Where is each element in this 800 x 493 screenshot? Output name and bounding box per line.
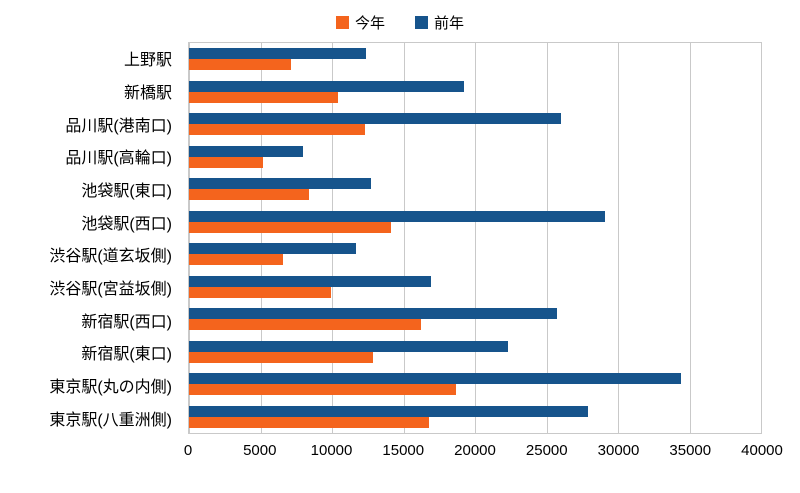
bar-今年 [189, 221, 391, 233]
category-label: 上野駅 [123, 52, 172, 70]
legend-label: 今年 [354, 15, 385, 32]
category-label: 品川駅(高輪口) [65, 150, 172, 168]
bar-今年 [189, 156, 264, 168]
bar-今年 [189, 384, 457, 396]
bar-今年 [189, 416, 430, 428]
category-label: 新橋駅 [123, 85, 172, 102]
category-label: 東京駅(八重洲側) [49, 411, 172, 429]
bar-group [189, 271, 761, 304]
category-label: 渋谷駅(宮益坂側) [49, 281, 172, 299]
gridline [403, 43, 405, 433]
gridline [689, 43, 691, 433]
bar-前年 [189, 210, 606, 222]
gridline [332, 43, 333, 433]
bar-前年 [189, 178, 371, 190]
bar-今年 [189, 91, 338, 103]
legend-label: 前年 [434, 15, 465, 32]
x-tick-label: 40000 [741, 442, 783, 459]
x-tick-label: 15000 [382, 442, 425, 459]
x-tick-label: 35000 [669, 442, 712, 459]
bar-前年 [189, 405, 588, 417]
bar-group [189, 336, 761, 369]
bar-group [189, 238, 761, 271]
x-tick-label: 20000 [454, 442, 496, 459]
gridline [546, 43, 548, 433]
bar-今年 [189, 124, 365, 136]
category-label: 池袋駅(東口) [81, 183, 172, 201]
legend-color-swatch [335, 16, 349, 29]
bar-group [189, 141, 761, 174]
bar-今年 [189, 351, 374, 363]
bar-group [189, 43, 761, 76]
gridline [260, 43, 262, 433]
category-label: 新宿駅(西口) [81, 313, 172, 331]
bar-前年 [189, 113, 561, 125]
bar-group [189, 76, 761, 109]
x-tick-label: 5000 [243, 442, 277, 459]
bar-rows [189, 43, 761, 433]
x-tick-label: 0 [183, 442, 193, 459]
plot-area [188, 42, 762, 434]
bar-前年 [189, 308, 557, 320]
bar-前年 [189, 243, 357, 255]
category-label: 池袋駅(西口) [81, 215, 172, 233]
category-axis: 上野駅新橋駅品川駅(港南口) 品川駅(高輪口) 池袋駅(東口) 池袋駅(西口) 渋谷駅(… [0, 42, 180, 434]
legend-color-swatch [415, 16, 428, 29]
bar-前年 [189, 373, 681, 385]
bar-今年 [189, 59, 291, 71]
bar-前年 [189, 80, 464, 92]
gridline [189, 43, 190, 433]
bar-今年 [189, 286, 331, 298]
bar-今年 [189, 189, 310, 201]
category-label: 品川駅(港南口) [65, 117, 172, 135]
bar-group [189, 303, 761, 336]
bar-group [189, 206, 761, 239]
bar-group [189, 108, 761, 141]
category-label: 東京駅(丸の内側) [49, 379, 172, 397]
value-axis: 0 5000 10000 15000 20000 25000 30000 35000 40000 [184, 442, 783, 464]
x-tick-label: 10000 [310, 442, 353, 459]
legend-item: 今年 [335, 12, 385, 33]
gridline [475, 43, 476, 433]
x-tick-label: 30000 [597, 442, 640, 459]
bar-前年 [189, 340, 508, 352]
bar-group [189, 173, 761, 206]
bar-前年 [189, 275, 431, 287]
bar-group [189, 368, 761, 401]
legend-item: 前年 [415, 12, 464, 33]
category-label: 新宿駅(東口) [81, 346, 172, 364]
bar-前年 [189, 145, 304, 157]
category-label: 渋谷駅(道玄坂側) [49, 248, 172, 266]
gridline [761, 43, 762, 433]
gridline [618, 43, 619, 433]
bar-前年 [189, 48, 367, 60]
bar-今年 [189, 254, 284, 266]
x-tick-label: 25000 [525, 442, 568, 459]
bar-今年 [189, 319, 421, 331]
bar-group [189, 401, 761, 434]
chart-legend: 今年 前年 [0, 12, 800, 33]
